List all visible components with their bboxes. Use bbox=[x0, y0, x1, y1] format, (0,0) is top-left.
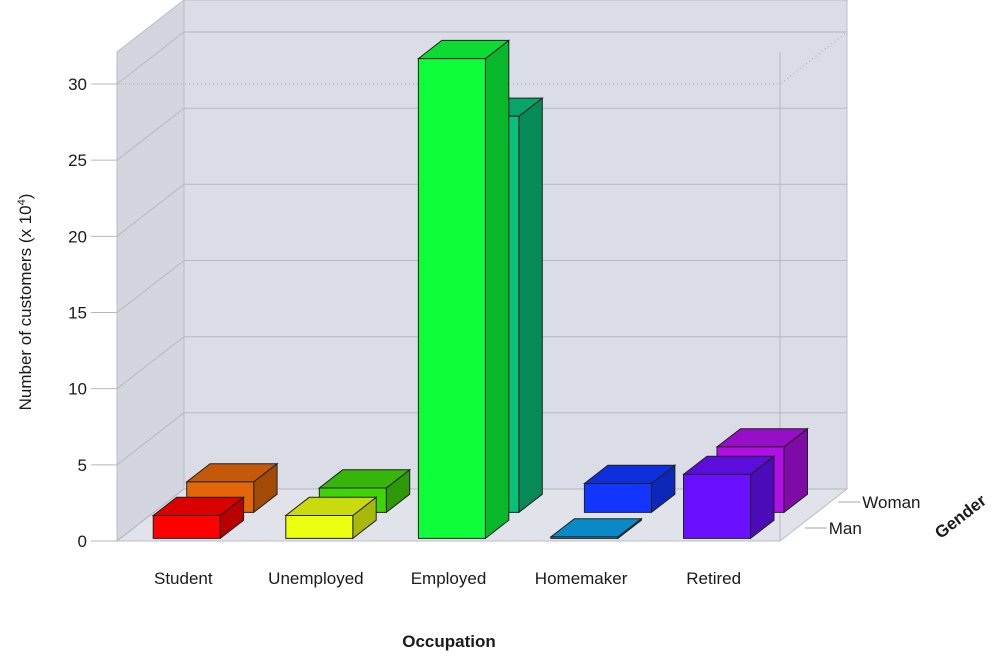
bar-front bbox=[550, 536, 619, 539]
gridline-15 bbox=[116, 260, 847, 313]
x-category-label: Employed bbox=[411, 569, 487, 588]
gridline-25 bbox=[116, 107, 847, 161]
y-tick-label: 20 bbox=[68, 227, 87, 246]
bar-man-employed bbox=[416, 39, 511, 540]
bar-side bbox=[518, 97, 543, 514]
y-tick-label: 10 bbox=[68, 380, 87, 399]
bar-man-unemployed bbox=[284, 496, 378, 540]
bar-side bbox=[484, 39, 510, 540]
gridline-30 bbox=[116, 31, 847, 85]
bar-man-student bbox=[151, 496, 246, 540]
bar-front bbox=[583, 483, 652, 513]
bar-woman-homemaker bbox=[582, 464, 677, 514]
y-axis-title-main: Number of customers (x 10 bbox=[16, 205, 35, 410]
x-category-label: Homemaker bbox=[535, 569, 628, 588]
y-axis-title: Number of customers (x 104) bbox=[16, 194, 35, 411]
bar-man-retired bbox=[682, 455, 776, 540]
bar-front bbox=[417, 58, 486, 539]
y-tick-label: 5 bbox=[78, 456, 87, 475]
y-tick-label: 15 bbox=[68, 304, 87, 323]
top-dotted-line bbox=[117, 31, 848, 85]
x-category-label: Unemployed bbox=[268, 569, 363, 588]
z-tick-label: Man bbox=[829, 519, 862, 538]
y-axis-title-end: ) bbox=[16, 194, 35, 200]
bar-front bbox=[683, 473, 751, 539]
y-axis-title-sup: 4 bbox=[16, 199, 28, 205]
gridline-20 bbox=[116, 183, 847, 237]
chart-bars bbox=[151, 39, 809, 540]
side-wall bbox=[116, 0, 185, 543]
x-category-label: Student bbox=[154, 569, 213, 588]
x-axis-title: Occupation bbox=[402, 632, 496, 651]
bar-front bbox=[152, 515, 221, 539]
gridline-5 bbox=[116, 412, 847, 466]
y-tick-label: 30 bbox=[68, 75, 87, 94]
x-category-label: Retired bbox=[686, 569, 741, 588]
x-category-labels: Student Unemployed Employed Homemaker Retire… bbox=[154, 569, 741, 588]
y-tick-labels: 0 5 10 15 20 25 30 bbox=[68, 75, 117, 551]
bar-man-homemaker bbox=[549, 517, 643, 540]
bar-front bbox=[285, 515, 354, 539]
y-tick-label: 0 bbox=[78, 532, 87, 551]
z-axis-title: Gender bbox=[931, 491, 990, 543]
y-tick-label: 25 bbox=[68, 151, 87, 170]
gridline-10 bbox=[116, 336, 847, 390]
z-tick-label: Woman bbox=[862, 493, 920, 512]
